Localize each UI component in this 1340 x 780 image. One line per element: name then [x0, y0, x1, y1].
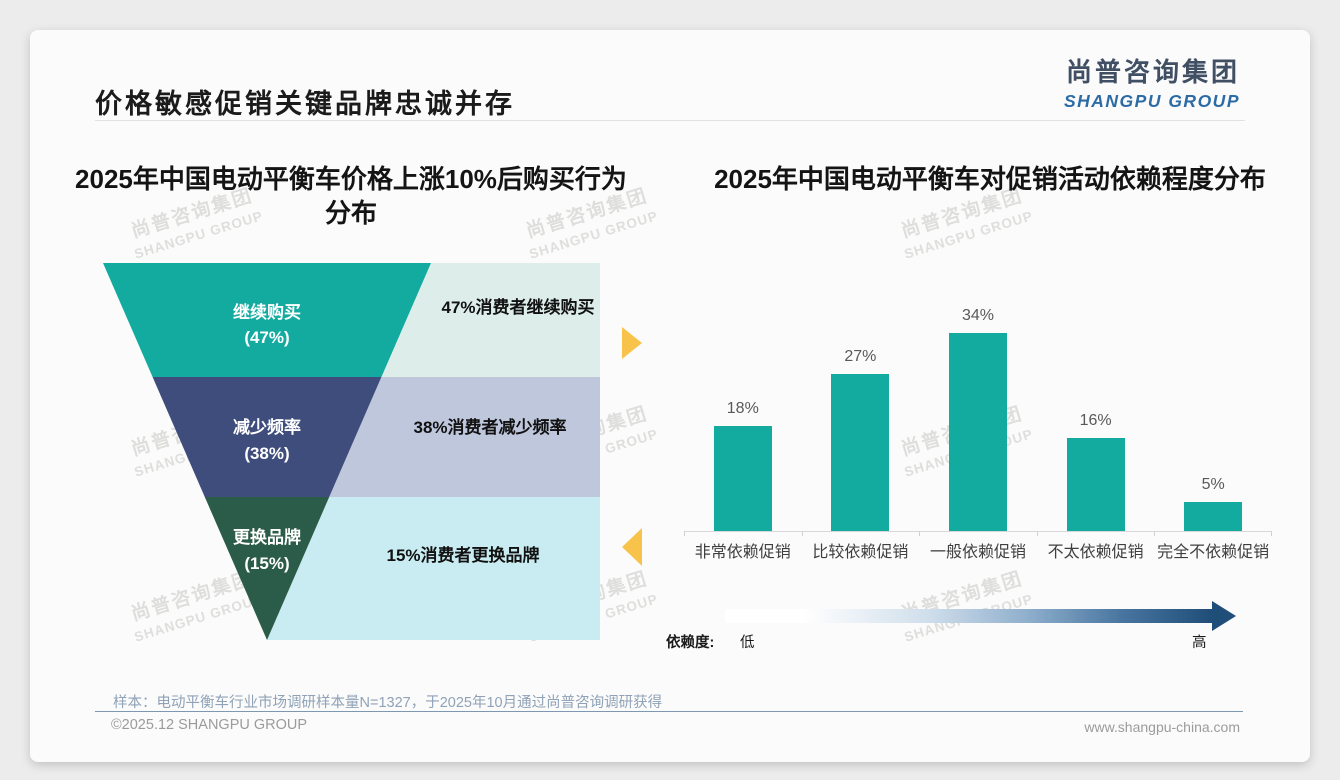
funnel-band-annotation: 38%消费者减少频率 — [413, 417, 566, 437]
dependency-gradient-arrow — [725, 609, 1212, 623]
brand-logo: 尚普咨询集团 SHANGPU GROUP — [1064, 52, 1240, 112]
funnel-band-annotation: 47%消费者继续购买 — [441, 297, 594, 317]
bar-chart-categories: 非常依赖促销 比较依赖促销 一般依赖促销 不太依赖促销 完全不依赖促销 — [684, 538, 1272, 561]
funnel-band-annotation: 15%消费者更换品牌 — [386, 545, 539, 565]
funnel-segment-1 — [152, 377, 382, 497]
funnel-chart: 继续购买 (47%) 减少频率 (38%) 更换品牌 (15%) 47%消费者继续购买 38%… — [103, 263, 600, 640]
bar-value-label: 5% — [1201, 476, 1225, 493]
dependency-axis-high: 高 — [1192, 635, 1207, 651]
funnel-segment-label: 减少频率 — [233, 417, 301, 437]
accent-arrow-left-icon — [622, 528, 642, 566]
funnel-segment-label: 更换品牌 — [233, 527, 301, 547]
funnel-band-2 — [267, 497, 600, 640]
copyright-text: ©2025.12 SHANGPU GROUP — [111, 717, 308, 733]
funnel-segment-0 — [103, 263, 431, 377]
dependency-axis-low: 低 — [740, 635, 755, 651]
funnel-segment-2 — [204, 497, 330, 640]
axis-tick — [919, 531, 921, 536]
bar-category-label: 非常依赖促销 — [694, 544, 791, 561]
bar-3 — [1066, 438, 1125, 531]
bar-value-label: 18% — [726, 400, 759, 417]
bar-0 — [713, 426, 772, 531]
header-divider — [95, 120, 1245, 121]
funnel-band-0 — [381, 263, 600, 377]
bar-chart-title: 2025年中国电动平衡车对促销活动依赖程度分布 — [714, 164, 1266, 194]
accent-arrow-right-icon — [622, 327, 642, 359]
axis-tick — [1036, 531, 1038, 536]
funnel-segment-value: (15%) — [244, 554, 289, 573]
brand-logo-cn: 尚普咨询集团 — [1065, 57, 1240, 87]
funnel-segment-label: 继续购买 — [233, 302, 301, 322]
funnel-chart-title: 2025年中国电动平衡车价格上涨10%后购买行为分布 — [75, 164, 627, 228]
bar-value-label: 16% — [1079, 412, 1112, 429]
funnel-segment-value: (38%) — [244, 444, 289, 463]
bar-category-label: 一般依赖促销 — [929, 544, 1026, 561]
bar-2 — [949, 333, 1007, 531]
page-title: 价格敏感促销关键品牌忠诚并存 — [95, 89, 515, 119]
axis-tick — [801, 531, 803, 536]
bar-value-label: 27% — [844, 348, 877, 365]
bar-1 — [831, 374, 890, 531]
axis-tick — [684, 531, 685, 536]
footer-divider — [95, 711, 1243, 712]
website-text: www.shangpu-china.com — [1084, 719, 1240, 735]
bar-category-label: 完全不依赖促销 — [1157, 544, 1270, 561]
sample-footnote: 样本：电动平衡车行业市场调研样本量N=1327，于2025年10月通过尚普咨询调… — [113, 695, 663, 711]
dependency-axis-label: 依赖度: — [666, 635, 715, 651]
bar-chart: 18% 27% 34% 16% 5% — [684, 300, 1272, 536]
bar-category-label: 比较依赖促销 — [812, 544, 909, 561]
dependency-gradient-arrowhead-icon — [1212, 601, 1236, 631]
axis-tick — [1271, 531, 1272, 536]
brand-logo-en: SHANGPU GROUP — [1063, 91, 1240, 111]
bar-category-label: 不太依赖促销 — [1047, 544, 1144, 561]
bar-value-label: 34% — [961, 307, 995, 324]
bar-4 — [1184, 502, 1243, 531]
funnel-band-1 — [329, 377, 600, 497]
funnel-segment-value: (47%) — [244, 328, 289, 347]
axis-tick — [1154, 531, 1156, 536]
